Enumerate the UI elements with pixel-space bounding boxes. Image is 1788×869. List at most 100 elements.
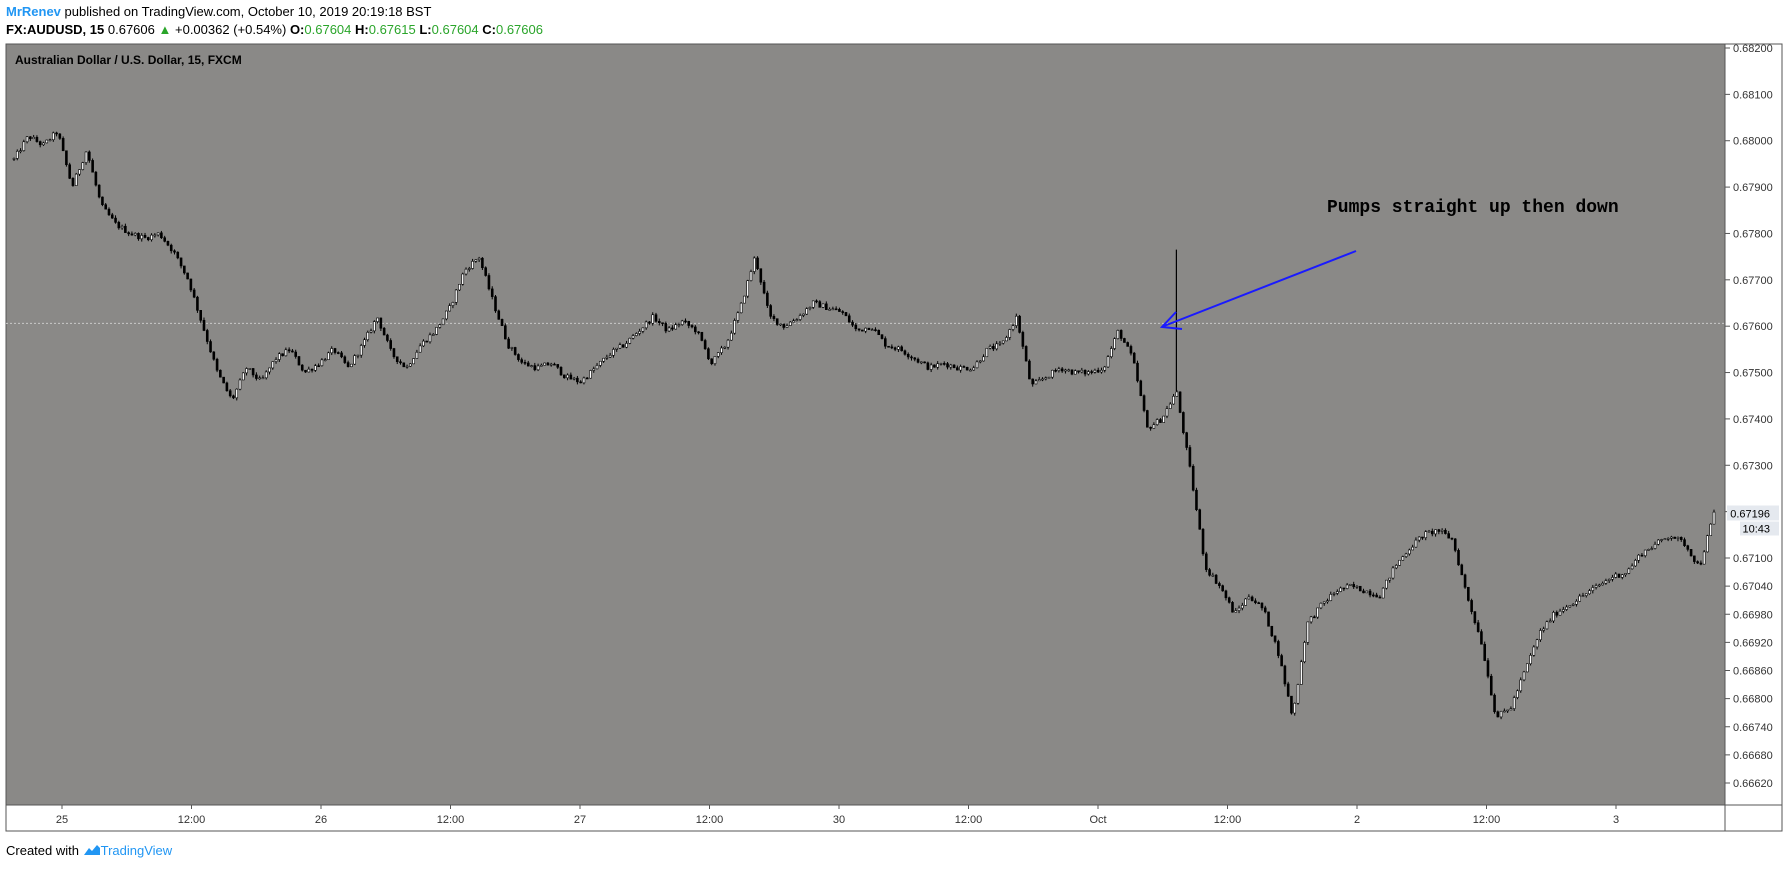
candle: [107, 207, 111, 216]
candle: [553, 362, 556, 366]
annotation-arrow[interactable]: [1159, 250, 1357, 330]
candle: [1119, 329, 1123, 341]
candle: [1113, 337, 1116, 351]
candle: [828, 307, 831, 311]
candle: [1581, 592, 1585, 597]
low-label: L:: [419, 22, 432, 37]
open-value: 0.67604: [304, 22, 352, 37]
candle: [1414, 537, 1418, 548]
candle: [160, 230, 163, 239]
candle: [1070, 369, 1074, 376]
candle: [1453, 538, 1457, 553]
candle: [350, 363, 353, 368]
x-tick-label: 12:00: [437, 814, 465, 826]
candle: [520, 357, 524, 365]
candle: [1280, 653, 1283, 667]
candle: [1015, 313, 1018, 329]
candle: [847, 313, 851, 323]
candle: [153, 233, 157, 238]
candle: [641, 327, 645, 334]
candle: [893, 346, 897, 352]
candle: [1322, 601, 1326, 606]
candle: [15, 149, 19, 161]
annotation-text[interactable]: Pumps straight up then down: [1327, 198, 1619, 218]
candle: [526, 360, 530, 367]
candle: [890, 344, 894, 350]
candle: [1250, 595, 1254, 602]
candle: [1142, 394, 1146, 413]
candle: [1001, 340, 1005, 345]
candle: [356, 354, 360, 359]
candle: [166, 240, 170, 247]
candle: [458, 284, 461, 291]
candle: [1378, 595, 1382, 599]
countdown-label: 10:43: [1742, 523, 1770, 535]
footer: Created with TradingView: [6, 843, 172, 860]
candle: [802, 313, 805, 318]
candle: [687, 320, 691, 329]
low-value: 0.67604: [431, 22, 479, 37]
candle: [556, 364, 560, 369]
symbol-info-line: FX:AUDUSD, 15 0.67606 ▲ +0.00362 (+0.54%…: [6, 22, 543, 38]
candle: [576, 375, 579, 385]
candle: [1247, 594, 1251, 600]
candle: [1221, 584, 1224, 592]
candle: [834, 306, 838, 311]
chart-pane[interactable]: [5, 43, 1726, 806]
candle: [942, 361, 946, 366]
candle: [690, 324, 694, 329]
candle: [929, 362, 933, 373]
candle: [150, 233, 153, 242]
candle: [389, 338, 392, 351]
candle: [1460, 563, 1464, 576]
candle: [395, 356, 399, 365]
candle: [1172, 393, 1175, 405]
candle: [883, 336, 887, 349]
candle: [255, 372, 258, 381]
candle: [880, 334, 884, 340]
author-link[interactable]: MrRenev: [6, 4, 61, 19]
candle: [402, 362, 406, 368]
tradingview-link[interactable]: TradingView: [100, 843, 173, 858]
candle: [985, 347, 989, 358]
candle: [1257, 601, 1261, 605]
candle: [618, 342, 622, 350]
candle: [1077, 370, 1080, 374]
x-tick-label: 25: [56, 814, 68, 826]
candle: [811, 300, 815, 309]
candle: [441, 318, 445, 326]
candle: [117, 220, 121, 230]
candle: [972, 365, 976, 371]
candle: [1689, 549, 1693, 557]
candle: [1516, 689, 1519, 700]
candle: [910, 355, 913, 361]
candle: [1041, 377, 1044, 382]
candle: [1506, 709, 1509, 713]
candle: [1630, 563, 1634, 570]
candle: [88, 150, 91, 163]
candle: [841, 310, 845, 315]
candle: [1227, 596, 1231, 604]
candle: [1218, 581, 1221, 589]
candle: [1031, 378, 1034, 387]
candle: [1394, 564, 1398, 570]
y-tick-label: 0.67900: [1733, 182, 1773, 194]
price-axis[interactable]: [1724, 43, 1783, 806]
candle: [1034, 379, 1038, 385]
candle: [94, 170, 98, 187]
candle: [1562, 606, 1565, 614]
candle: [366, 330, 370, 342]
candle: [851, 320, 854, 327]
candle: [1525, 663, 1529, 673]
candle: [1368, 588, 1372, 598]
candle: [762, 279, 766, 295]
candle: [716, 352, 720, 359]
candle: [1342, 587, 1346, 592]
candle: [205, 328, 209, 345]
candle: [1411, 544, 1414, 551]
candle: [808, 306, 812, 311]
time-axis[interactable]: [5, 804, 1726, 832]
candle: [1509, 706, 1513, 711]
candle: [245, 367, 248, 376]
